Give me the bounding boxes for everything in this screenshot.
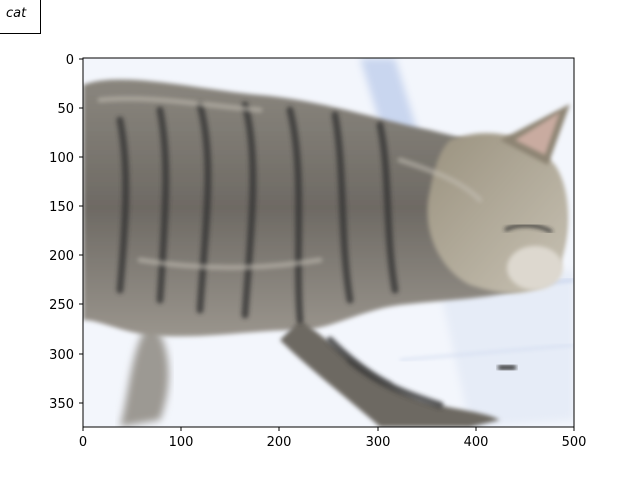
y-tick: 300	[49, 348, 83, 363]
y-tick: 50	[57, 102, 83, 117]
y-axis: 0 50 100 150 200 250 300 350	[49, 53, 83, 412]
x-axis: 0 100 200 300 400 500	[79, 427, 587, 450]
x-tick-label: 200	[267, 435, 292, 450]
y-tick-label: 300	[49, 348, 74, 363]
x-tick: 0	[79, 427, 87, 450]
x-tick: 500	[562, 427, 587, 450]
x-tick-label: 0	[79, 435, 87, 450]
y-tick-label: 200	[49, 249, 74, 264]
x-tick-label: 300	[366, 435, 391, 450]
y-tick-label: 0	[66, 53, 74, 68]
y-tick-label: 250	[49, 298, 74, 313]
y-tick-label: 350	[49, 397, 74, 412]
x-tick: 100	[169, 427, 194, 450]
y-tick-label: 50	[57, 102, 74, 117]
image-label-box: cat	[0, 0, 41, 34]
y-tick: 250	[49, 298, 83, 313]
y-tick: 100	[49, 151, 83, 166]
cat-photo	[83, 58, 574, 427]
x-tick: 200	[267, 427, 292, 450]
plot-frame	[82, 57, 575, 428]
x-tick-label: 100	[169, 435, 194, 450]
y-tick: 150	[49, 200, 83, 215]
y-tick: 0	[66, 53, 83, 68]
y-tick: 200	[49, 249, 83, 264]
image-label: cat	[6, 6, 27, 21]
y-tick: 350	[49, 397, 83, 412]
x-tick-label: 400	[464, 435, 489, 450]
y-tick-label: 100	[49, 151, 74, 166]
x-tick: 300	[366, 427, 391, 450]
y-tick-label: 150	[49, 200, 74, 215]
x-tick-label: 500	[562, 435, 587, 450]
x-tick: 400	[464, 427, 489, 450]
